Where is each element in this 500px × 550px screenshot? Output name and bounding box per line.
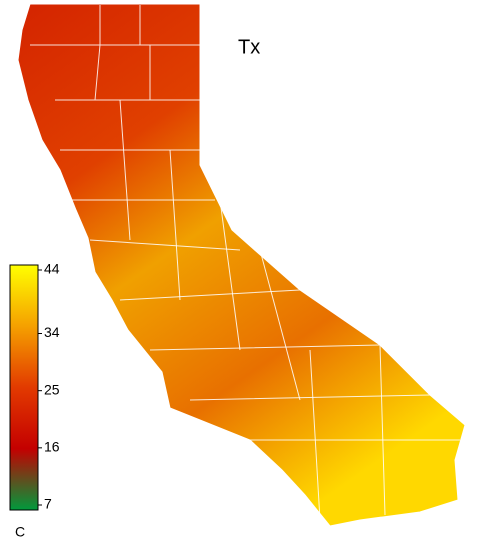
tick-label: 44 [44, 261, 60, 277]
tick-label: 25 [44, 381, 60, 397]
tick-label: 16 [44, 439, 60, 455]
county-lines [30, 5, 460, 521]
tick-label: 7 [44, 496, 52, 512]
color-bar [9, 264, 39, 511]
state-outline [17, 3, 466, 527]
map-title: Tx [238, 36, 260, 58]
color-bar-unit: C [15, 524, 25, 540]
tick-label: 34 [44, 324, 60, 340]
